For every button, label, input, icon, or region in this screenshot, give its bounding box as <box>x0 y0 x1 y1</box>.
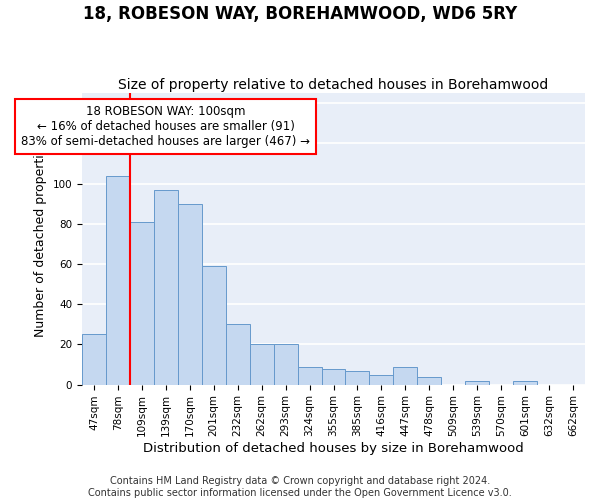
Bar <box>178 204 202 384</box>
Bar <box>465 380 489 384</box>
Bar <box>226 324 250 384</box>
Bar <box>274 344 298 385</box>
Title: Size of property relative to detached houses in Borehamwood: Size of property relative to detached ho… <box>118 78 548 92</box>
Bar <box>298 366 322 384</box>
Bar <box>370 374 394 384</box>
Text: 18, ROBESON WAY, BOREHAMWOOD, WD6 5RY: 18, ROBESON WAY, BOREHAMWOOD, WD6 5RY <box>83 5 517 23</box>
Text: 18 ROBESON WAY: 100sqm
← 16% of detached houses are smaller (91)
83% of semi-det: 18 ROBESON WAY: 100sqm ← 16% of detached… <box>22 105 310 148</box>
Bar <box>418 376 441 384</box>
Bar <box>82 334 106 384</box>
Bar <box>202 266 226 384</box>
Y-axis label: Number of detached properties: Number of detached properties <box>34 140 47 338</box>
X-axis label: Distribution of detached houses by size in Borehamwood: Distribution of detached houses by size … <box>143 442 524 455</box>
Bar <box>250 344 274 385</box>
Bar <box>513 380 537 384</box>
Bar <box>394 366 418 384</box>
Bar <box>322 368 346 384</box>
Bar <box>106 176 130 384</box>
Text: Contains HM Land Registry data © Crown copyright and database right 2024.
Contai: Contains HM Land Registry data © Crown c… <box>88 476 512 498</box>
Bar <box>154 190 178 384</box>
Bar <box>346 370 370 384</box>
Bar <box>130 222 154 384</box>
